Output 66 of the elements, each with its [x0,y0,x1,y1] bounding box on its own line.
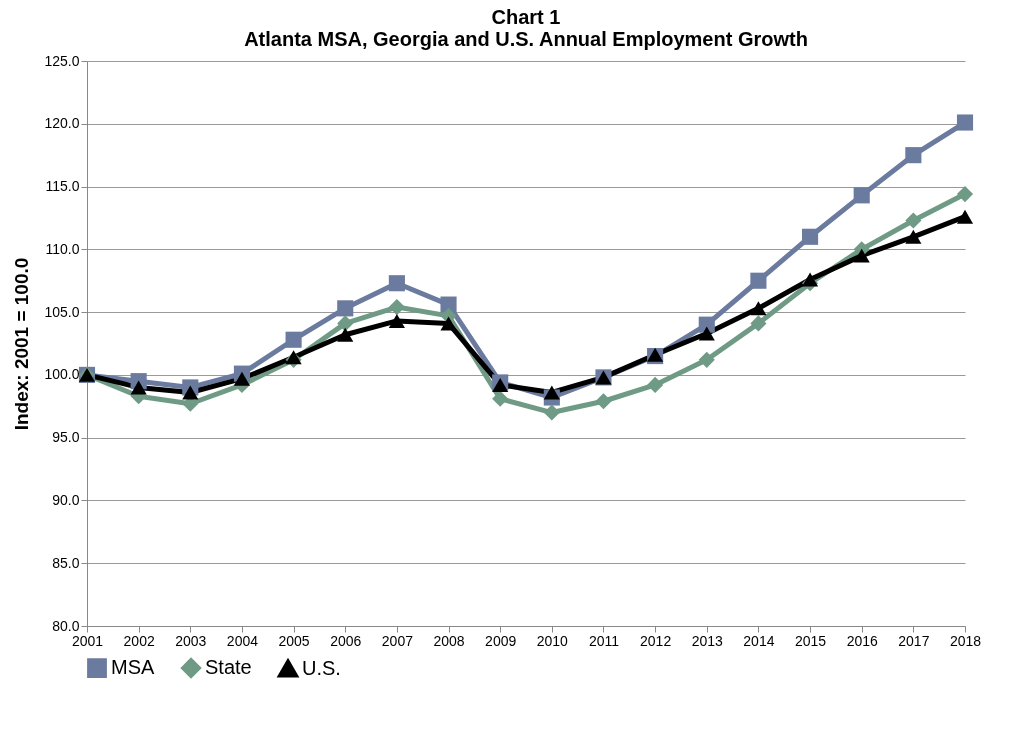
text: Chart 1 [491,6,561,28]
y-tick-label: 125.0 [44,52,80,69]
point [698,326,715,341]
point [905,229,922,244]
point [750,315,767,332]
point [595,393,612,410]
point [750,272,767,289]
legend-label: State [205,656,252,679]
x-tick-label: 2016 [846,632,878,649]
point [956,209,974,224]
y-tick-label: 105.0 [44,303,80,320]
point [543,385,560,400]
y-tick-label: 115.0 [45,178,80,195]
y-tick-label: 90.0 [52,491,80,508]
point [388,275,405,292]
x-tick-label: 2011 [588,632,620,649]
point [492,390,509,407]
point [647,376,664,393]
point [337,315,354,332]
point [905,212,922,229]
point [853,248,870,263]
point [440,296,457,313]
y-tick-label: 95.0 [52,429,80,446]
x-tick-label: 2001 [71,632,104,649]
point [182,385,199,400]
point [337,300,354,317]
x-tick-label: 2014 [743,632,775,649]
point [698,351,715,368]
x-tick-label: 2015 [794,632,827,649]
y-tick-label: 110.0 [45,240,80,257]
x-tick-label: 2008 [433,632,465,649]
point [388,313,405,328]
point [388,299,405,316]
x-tick-label: 2007 [381,632,414,649]
point [285,331,302,348]
y-tick-label: 85.0 [52,554,80,571]
text: Atlanta MSA, Georgia and U.S. Annual Employment Growth [244,28,808,50]
point [802,272,819,287]
legend-label: U.S. [302,656,341,679]
x-tick-label: 2003 [175,632,207,649]
x-tick-label: 2006 [330,632,362,649]
x-tick-label: 2004 [226,632,259,649]
point [440,316,457,331]
point [956,186,974,203]
y-tick-label: 120.0 [44,115,80,132]
y-tick-label: 80.0 [52,617,80,634]
point [956,114,974,131]
point [337,327,354,342]
x-tick-label: 2002 [123,632,155,649]
x-tick-label: 2012 [640,632,672,649]
x-tick-label: 2013 [691,632,724,649]
point [750,301,767,316]
x-tick-label: 2009 [485,632,517,649]
point [905,147,922,164]
y-axis-title: Index: 2001 = 100.0 [11,257,33,431]
x-tick-label: 2005 [278,632,310,649]
x-tick-label: 2018 [949,632,982,649]
y-tick-label: 100.0 [44,366,80,383]
x-tick-label: 2010 [536,632,569,649]
point [853,187,870,204]
x-tick-label: 2017 [898,632,930,649]
point [130,380,147,395]
point [233,371,250,386]
point [543,404,560,421]
legend-label: MSA [111,656,155,679]
point [802,228,819,245]
